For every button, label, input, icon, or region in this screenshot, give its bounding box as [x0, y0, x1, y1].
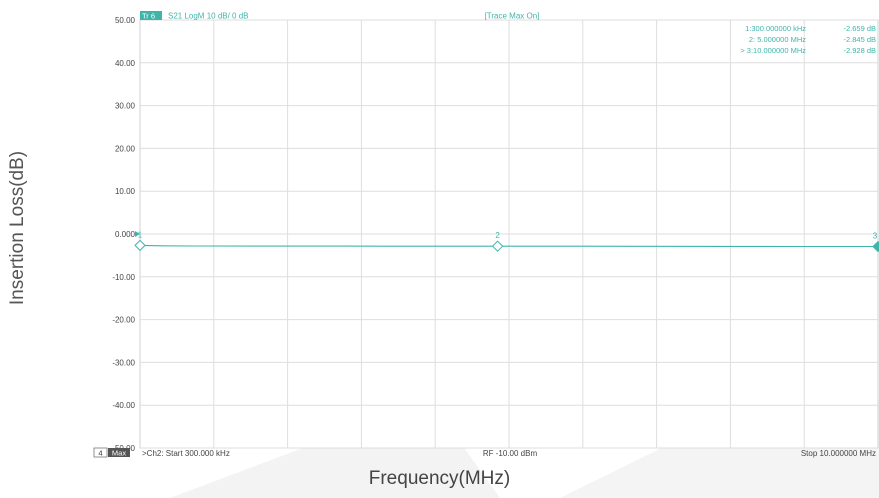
marker-2 [491, 240, 504, 252]
marker-value-3: -2.928 dB [843, 46, 876, 55]
y-tick-label: 10.00 [115, 187, 136, 196]
y-tick-label: 20.00 [115, 144, 136, 153]
trace-badge-text: Tr 6 [142, 12, 155, 21]
y-tick-label: -20.00 [112, 316, 135, 325]
marker-2-label: 2 [495, 231, 500, 240]
trace-label: S21 LogM 10 dB/ 0 dB [168, 12, 249, 21]
marker-1-label: 1 [138, 230, 143, 239]
y-tick-label: 0.000 [115, 230, 136, 239]
marker-value-2: -2.845 dB [843, 35, 876, 44]
reference-level-arrow [135, 231, 140, 237]
y-tick-label: 30.00 [115, 102, 136, 111]
trace-status: [Trace Max On] [485, 12, 540, 21]
rf-power: RF -10.00 dBm [483, 449, 538, 458]
channel-tag-box [108, 448, 130, 457]
channel-number: 4 [98, 449, 102, 458]
y-tick-label: 40.00 [115, 59, 136, 68]
trace-line [139, 244, 878, 248]
marker-value-1: -2.659 dB [843, 24, 876, 33]
y-tick-label: -30.00 [112, 358, 135, 367]
channel-number-box [93, 447, 108, 458]
marker-3 [872, 240, 879, 253]
start-frequency: >Ch2: Start 300.000 kHz [142, 449, 230, 458]
marker-readout-3: > 3:10.000000 MHz [740, 46, 806, 55]
marker-3-label: 3 [873, 232, 878, 241]
marker-1 [134, 239, 146, 252]
y-tick-label: -40.00 [112, 401, 135, 410]
x-axis-title: Frequency(MHz) [368, 468, 511, 489]
marker-readout-1: 1:300.000000 kHz [745, 24, 806, 33]
y-tick-label: -10.00 [112, 273, 135, 282]
stop-frequency: Stop 10.000000 MHz [801, 449, 876, 458]
trace-badge [140, 11, 162, 20]
channel-tag: Max [112, 449, 126, 458]
marker-readout-2: 2: 5.000000 MHz [749, 35, 806, 44]
y-tick-label: 50.00 [115, 16, 136, 25]
